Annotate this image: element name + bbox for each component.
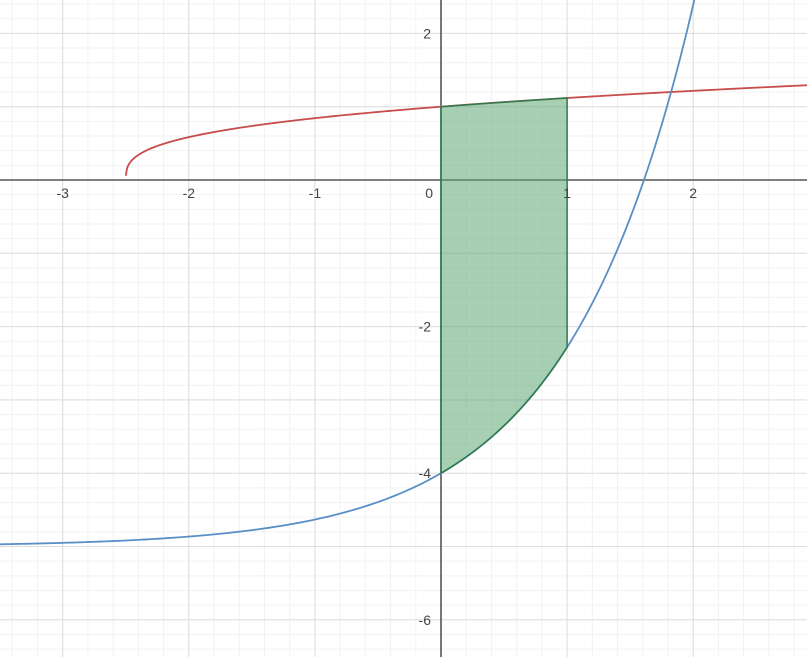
x-tick-label: 2	[689, 185, 697, 201]
x-tick-label: -2	[183, 185, 196, 201]
y-tick-label: -6	[419, 612, 432, 628]
curves	[0, 0, 807, 545]
curve-blue	[0, 0, 807, 545]
function-plot: -3 -2 -1 0 1 2 -6 -4 -2 2	[0, 0, 807, 657]
x-tick-label: 0	[425, 185, 433, 201]
x-tick-label: 1	[563, 185, 571, 201]
minor-grid	[0, 0, 807, 657]
y-tick-label: -4	[419, 465, 432, 481]
major-grid	[0, 0, 807, 657]
x-tick-label: -1	[309, 185, 322, 201]
y-tick-label: 2	[423, 25, 431, 41]
shaded-region	[441, 98, 567, 473]
y-tick-label: -2	[419, 319, 432, 335]
axes	[0, 0, 807, 657]
x-tick-label: -3	[56, 185, 69, 201]
